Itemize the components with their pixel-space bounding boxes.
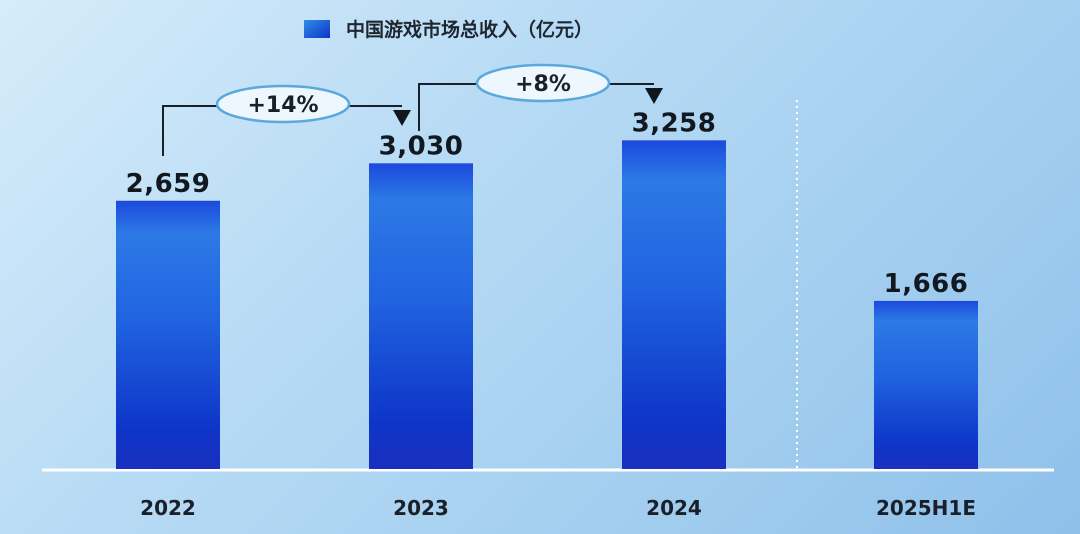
bar-2023 [369, 163, 473, 469]
growth-callout-bubble [475, 63, 611, 103]
x-tick-2023: 2023 [393, 496, 449, 520]
x-tick-2022: 2022 [140, 496, 196, 520]
bar-2025H1E [874, 300, 978, 469]
down-arrow-icon [645, 88, 663, 104]
legend-swatch [304, 20, 330, 38]
x-tick-2024: 2024 [646, 496, 702, 520]
bar-2024 [622, 140, 726, 469]
legend-label: 中国游戏市场总收入（亿元） [346, 18, 593, 41]
bar-2022 [116, 200, 220, 469]
growth-callout-bubble [215, 84, 351, 124]
value-labels: 2,659 3,030 3,258 1,666 [126, 108, 969, 299]
bars [116, 140, 978, 469]
growth-label: +8% [515, 72, 571, 97]
down-arrow-icon [393, 110, 411, 126]
growth-annotation-2023-2024: +8% [418, 63, 663, 131]
value-label-2023: 3,030 [379, 131, 464, 161]
x-tick-labels: 2022 2023 2024 2025H1E [140, 496, 976, 520]
legend: 中国游戏市场总收入（亿元） [304, 18, 593, 41]
value-label-2022: 2,659 [126, 169, 211, 199]
x-tick-2025H1E: 2025H1E [876, 496, 976, 520]
value-label-2024: 3,258 [632, 108, 717, 138]
growth-annotations: +14% +8% [162, 63, 663, 156]
growth-label: +14% [247, 93, 318, 118]
growth-annotation-2022-2023: +14% [162, 84, 411, 156]
value-label-2025H1E: 1,666 [884, 269, 969, 299]
